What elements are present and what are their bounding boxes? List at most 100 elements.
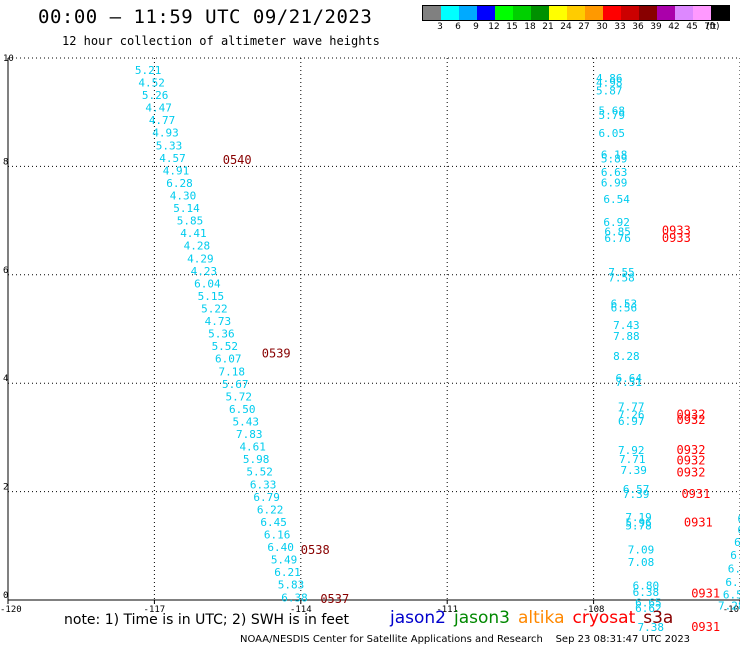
wave-height-label: 5.52 [246,466,273,479]
wave-height-label: 6.45 [260,516,287,529]
wave-height-label: 7.08 [628,556,655,569]
wave-height-label: 5.26 [142,89,169,102]
legend-label: 70 [704,22,716,32]
legend-color-bar [422,5,730,21]
wave-height-label: 6.62 [635,602,662,615]
legend-label: 30 [596,22,608,32]
time-label: 0538 [301,543,330,557]
wave-height-label: 5.49 [271,554,298,567]
wave-height-label: 7.38 [638,621,665,634]
wave-height-label: 7.19 [625,511,652,524]
legend-label: 18 [524,22,536,32]
x-tick-label: -114 [290,605,312,615]
y-tick-label: 4 [3,374,8,384]
wave-height-label: 4.30 [170,189,197,202]
wave-height-label: 6.97 [618,415,645,428]
wave-height-label: 6.65 [635,597,662,610]
time-label: 0537 [320,592,349,606]
wave-height-label: 6.05 [598,127,625,140]
wave-height-label: 7.92 [618,444,645,457]
x-tick-label: -108 [583,605,605,615]
wave-height-label: 5.15 [198,290,225,303]
legend-label: 39 [650,22,662,32]
legend-label: 24 [560,22,572,32]
legend-label: 15 [506,22,518,32]
wave-height-label: 5.98 [243,453,269,466]
legend-label: 3 [437,22,443,32]
legend-label: 42 [668,22,680,32]
wave-height-label: 7.58 [608,272,635,285]
mission-jason3: jason3 [454,608,510,628]
wave-height-label: 6.04 [194,277,221,290]
page-title: 00:00 – 11:59 UTC 09/21/2023 [38,6,373,28]
legend-swatch [477,6,495,20]
wave-height-label: 6.0 [734,536,740,549]
wave-height-label: 5.79 [598,109,625,122]
wave-height-label: 6.92 [603,216,630,229]
wave-height-label: 6.50 [723,589,740,602]
wave-height-label: 6.99 [601,177,628,190]
mission-s3a: s3a [643,608,674,628]
time-label: 0933 [662,223,691,237]
wave-height-label: 6.53 [611,298,638,311]
x-tick-label: -117 [144,605,166,615]
wave-height-label: 4.98 [596,76,623,89]
wave-height-label: 4.28 [184,240,211,253]
legend-swatch [621,6,639,20]
legend-label: 12 [488,22,500,32]
wave-height-label: 6.79 [253,491,280,504]
wave-height-label: 7.43 [613,319,640,332]
wave-height-label: 6.16 [725,576,740,589]
wave-height-label: 5.36 [208,328,235,341]
legend-swatch [585,6,603,20]
y-tick-label: 10 [3,54,14,64]
wave-height-label: 5.89 [601,152,628,165]
credit-line: NOAA/NESDIS Center for Satellite Applica… [240,634,691,645]
legend-swatch [459,6,477,20]
chart-subtitle: 12 hour collection of altimeter wave hei… [62,34,380,48]
wave-height-label: 7.18 [219,365,246,378]
wave-height-label: 6.18 [601,148,628,161]
wave-height-label: 6.22 [257,503,284,516]
legend-label: 6 [455,22,461,32]
wave-height-label: 4.47 [145,102,172,115]
legend-swatch [567,6,585,20]
time-label: 0932 [677,408,706,422]
wave-height-label: 5.43 [232,416,258,429]
wave-height-label: 5.21 [135,64,162,77]
wave-height-label: 6.28 [166,177,193,190]
wave-height-label: 6.63 [601,166,628,179]
time-label: 0932 [677,466,706,480]
legend-swatch [675,6,693,20]
wave-height-label: 5.72 [226,390,253,403]
wave-height-label: 4.73 [205,315,232,328]
wave-height-label: 7.26 [618,409,645,422]
wave-height-label: 6. [738,513,740,526]
time-label: 0932 [677,454,706,468]
mission-jason2: jason2 [390,608,446,628]
wave-height-label: 7.71 [619,453,646,466]
legend-swatch [693,6,711,20]
y-tick-label: 2 [3,483,8,493]
legend-labels: 3 6 9 12 15 18 21 24 27 30 33 36 39 42 45 70 [422,22,740,34]
legend-label: 9 [473,22,479,32]
wave-height-label: 6.56 [611,301,638,314]
wave-height-label: 5.52 [212,340,239,353]
wave-height-label: 7.88 [613,330,640,343]
color-legend: 3 6 9 12 15 18 21 24 27 30 33 36 39 42 45 70 (ft) [422,5,732,35]
wave-height-label: 5.22 [201,302,228,315]
legend-swatch [711,6,729,20]
mission-cryosat: cryosat [572,608,636,628]
wave-height-label: 6.80 [633,579,660,592]
legend-label: 21 [542,22,554,32]
legend-label: 33 [614,22,626,32]
wave-height-label: 4.52 [138,76,165,89]
x-tick-label: -111 [436,605,458,615]
time-label: 0933 [662,231,691,245]
wave-height-label: 6.16 [264,529,291,542]
time-label: 0539 [262,346,291,360]
legend-swatch [657,6,675,20]
y-tick-label: 6 [3,266,8,276]
legend-swatch [423,6,441,20]
mission-legend: jason2 jason3 altika cryosat s3a [390,608,681,628]
